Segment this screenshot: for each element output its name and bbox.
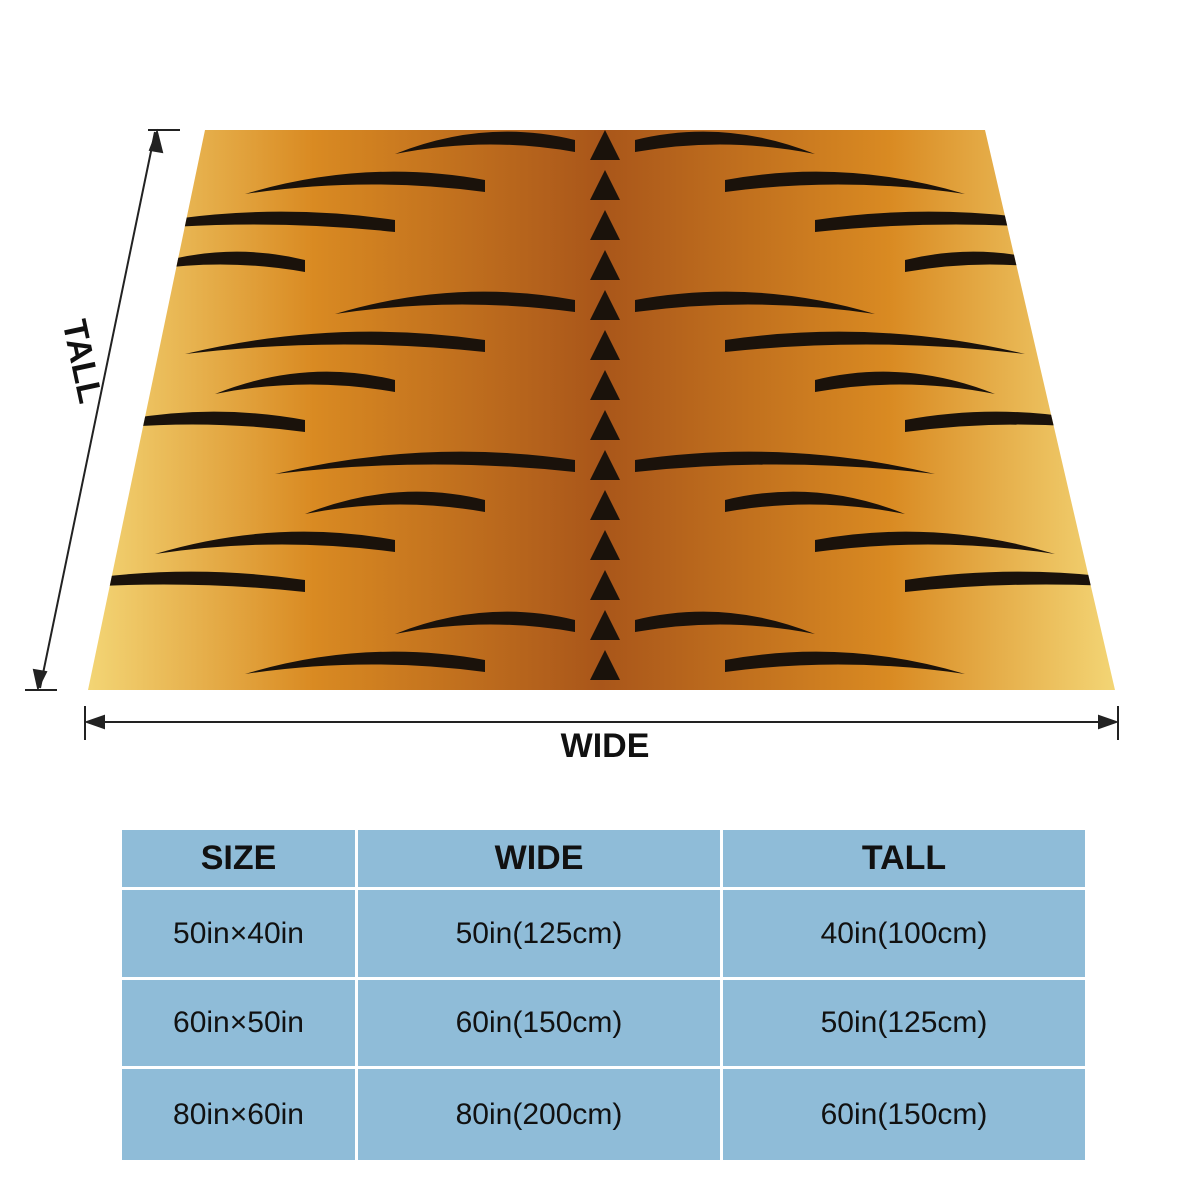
stripe	[725, 491, 905, 514]
stripe	[88, 571, 305, 594]
stripe	[635, 291, 875, 314]
stripe	[905, 411, 1115, 434]
blanket	[88, 130, 1115, 690]
stripe	[815, 371, 995, 394]
stripe	[590, 610, 620, 640]
stripe	[725, 331, 1025, 354]
stripe	[905, 571, 1115, 594]
stripe	[590, 450, 620, 480]
tall-dimension	[25, 128, 180, 691]
header-cell: TALL	[723, 830, 1085, 887]
stripe	[590, 290, 620, 320]
stripe	[815, 531, 1055, 554]
stripe	[590, 530, 620, 560]
stripe	[95, 211, 395, 234]
stripe	[275, 451, 575, 474]
stripe	[395, 131, 575, 154]
stripe	[590, 410, 620, 440]
stripe	[125, 251, 305, 274]
stripe	[590, 130, 620, 160]
tiger-stripes	[88, 130, 1115, 680]
table-cell: 50in×40in	[122, 890, 355, 977]
wide-dimension	[83, 706, 1120, 740]
stripe	[590, 570, 620, 600]
arrow-head	[148, 128, 164, 154]
table-cell: 60in×50in	[122, 980, 355, 1066]
stripe	[635, 451, 935, 474]
product-diagram: TALL WIDE	[25, 128, 1120, 765]
stripe	[245, 651, 485, 674]
stripe	[395, 611, 575, 634]
stripe	[905, 251, 1085, 274]
stripe	[335, 291, 575, 314]
stripe	[88, 411, 305, 434]
tall-label: TALL	[55, 316, 110, 406]
stripe	[725, 651, 965, 674]
stripe	[185, 331, 485, 354]
stripe	[590, 650, 620, 680]
table-cell: 50in(125cm)	[723, 980, 1085, 1066]
stripe	[305, 491, 485, 514]
stripe	[725, 171, 965, 194]
stripe	[215, 371, 395, 394]
arrow-head	[32, 668, 48, 691]
stripe	[590, 210, 620, 240]
arrow-head	[1098, 714, 1120, 730]
header-cell: WIDE	[358, 830, 720, 887]
table-cell: 60in(150cm)	[358, 980, 720, 1066]
size-table: SIZE WIDE TALL 50in×40in 50in(125cm) 40in(100…	[122, 830, 1085, 1160]
stripe	[590, 170, 620, 200]
stripe	[815, 211, 1115, 234]
header-cell: SIZE	[122, 830, 355, 887]
table-cell: 40in(100cm)	[723, 890, 1085, 977]
arrow-head	[83, 714, 105, 730]
table-cell: 80in×60in	[122, 1069, 355, 1160]
stripe	[590, 330, 620, 360]
stripe	[155, 531, 395, 554]
stripe	[635, 611, 815, 634]
table-cell: 50in(125cm)	[358, 890, 720, 977]
stripe	[590, 250, 620, 280]
wide-label: WIDE	[561, 727, 650, 765]
tall-arrow-line	[39, 131, 156, 689]
table-cell: 60in(150cm)	[723, 1069, 1085, 1160]
stripe	[590, 370, 620, 400]
stripe	[245, 171, 485, 194]
table-cell: 80in(200cm)	[358, 1069, 720, 1160]
stripe	[590, 490, 620, 520]
stripe	[635, 131, 815, 154]
